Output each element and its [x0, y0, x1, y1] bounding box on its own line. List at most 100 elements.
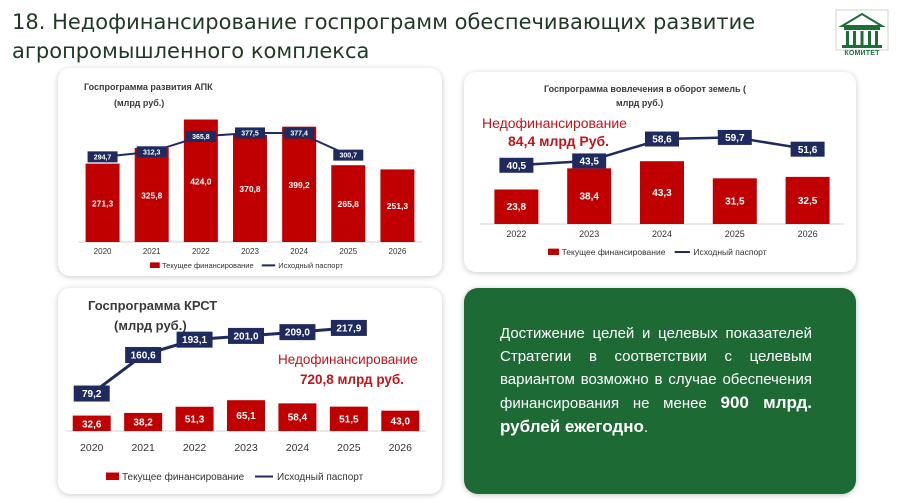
x-tick-label: 2024 — [286, 442, 310, 454]
x-tick-label: 2025 — [725, 229, 745, 239]
bar-value-label: 271,3 — [92, 198, 114, 208]
bar-value-label: 38,4 — [579, 192, 599, 203]
passport-value-label: 209,0 — [285, 328, 310, 339]
chart-subtitle: млрд руб.) — [616, 98, 663, 108]
x-tick-label: 2020 — [94, 247, 112, 256]
x-tick-label: 2022 — [183, 442, 207, 454]
x-tick-label: 2026 — [389, 442, 413, 454]
x-tick-label: 2022 — [506, 229, 526, 239]
passport-value-label: 58,6 — [652, 135, 672, 146]
bar-value-label: 43,3 — [652, 188, 672, 199]
passport-value-label: 377,4 — [290, 130, 308, 137]
passport-value-label: 294,7 — [94, 154, 112, 161]
bar — [329, 406, 368, 431]
x-tick-label: 2021 — [143, 247, 161, 256]
passport-value-box — [717, 129, 752, 145]
passport-value-label: 59,7 — [725, 133, 745, 144]
bar — [134, 147, 169, 242]
legend-bar-swatch — [150, 262, 160, 268]
passport-value-label: 51,6 — [798, 145, 818, 156]
bar — [494, 189, 539, 224]
slide-title: 18. Недофинансирование госпрограмм обесп… — [12, 10, 756, 63]
chart-card-land: Госпрограмма вовлечения в оборот земель … — [464, 72, 856, 272]
bar-value-label: 51,3 — [185, 414, 205, 425]
passport-value-box — [73, 385, 110, 402]
passport-value-box — [790, 141, 825, 157]
x-tick-label: 2026 — [798, 229, 818, 239]
legend-current-label: Текущее финансирование — [162, 261, 254, 270]
conclusion-highlight: 900 млрд. рублей ежегодно — [500, 393, 812, 436]
passport-value-box — [228, 327, 264, 344]
chart-apk: Госпрограмма развития АПК (млрд руб.) 271,… — [78, 82, 422, 270]
bar — [72, 415, 111, 431]
bar — [331, 165, 366, 242]
bar-value-label: 32,6 — [82, 420, 102, 431]
chart-card-apk: Госпрограмма развития АПК (млрд руб.) 271,… — [58, 68, 442, 276]
passport-value-label: 201,0 — [233, 332, 258, 343]
passport-value-box — [572, 153, 607, 169]
passport-value-box — [333, 149, 364, 161]
chart-krst: Госпрограмма КРСТ (млрд руб.) 32,6 2020 38,2… — [66, 298, 426, 483]
x-tick-label: 2021 — [131, 442, 155, 454]
bar — [278, 403, 317, 431]
bar — [85, 163, 120, 242]
bar-value-label: 424,0 — [190, 176, 212, 186]
x-tick-label: 2023 — [579, 229, 599, 239]
chart-card-krst: Госпрограмма КРСТ (млрд руб.) 32,6 2020 38,2… — [58, 288, 442, 494]
passport-value-label: 40,5 — [507, 161, 527, 172]
x-tick-label: 2023 — [241, 247, 259, 256]
x-tick-label: 2025 — [339, 247, 357, 256]
chart-subtitle: (млрд руб.) — [114, 318, 187, 333]
passport-value-box — [176, 331, 213, 348]
bar-value-label: 399,2 — [289, 180, 311, 190]
x-tick-label: 2020 — [80, 442, 104, 454]
passport-value-label: 300,7 — [340, 153, 358, 160]
bar-value-label: 51,5 — [339, 414, 359, 425]
passport-value-box — [330, 319, 367, 336]
bar-value-label: 31,5 — [725, 197, 745, 208]
bar — [381, 410, 420, 431]
x-tick-label: 2022 — [192, 247, 210, 256]
bar — [567, 168, 612, 224]
conclusion-body: Достижение целей и целевых показателей С… — [500, 325, 812, 412]
bar-value-label: 265,8 — [338, 199, 360, 209]
passport-value-label: 193,1 — [182, 335, 207, 346]
chart-land: Госпрограмма вовлечения в оборот земель … — [480, 84, 844, 257]
chart-title: Госпрограмма развития АПК — [84, 82, 213, 92]
bar-value-label: 43,0 — [391, 416, 411, 427]
passport-value-box — [284, 127, 315, 139]
passport-value-box — [185, 130, 216, 142]
conclusion-box — [464, 288, 856, 494]
passport-value-label: 312,3 — [143, 149, 161, 156]
bar — [640, 161, 684, 224]
underfunding-label: Недофинансирование — [278, 352, 418, 367]
legend-passport-label: Исходный паспорт — [693, 247, 766, 257]
logo-building-icon — [835, 9, 889, 51]
passport-value-label: 43,5 — [579, 157, 599, 168]
x-tick-label: 2025 — [337, 442, 361, 454]
passport-value-box — [136, 146, 167, 158]
bar-value-label: 58,4 — [288, 413, 308, 424]
conclusion-text: Достижение целей и целевых показателей С… — [500, 322, 812, 439]
passport-value-label: 377,5 — [241, 130, 259, 137]
passport-value-box — [87, 151, 118, 163]
bar-value-label: 251,3 — [387, 201, 409, 211]
chart-title: Госпрограмма КРСТ — [88, 298, 217, 313]
x-tick-label: 2024 — [290, 247, 308, 256]
passport-value-label: 365,8 — [192, 134, 210, 141]
chart-title: Госпрограмма вовлечения в оборот земель … — [544, 84, 746, 94]
passport-value-box — [499, 157, 534, 173]
passport-value-box — [279, 324, 316, 341]
bar-value-label: 370,8 — [239, 184, 261, 194]
passport-value-label: 160,6 — [131, 351, 156, 362]
bar-value-label: 325,8 — [141, 190, 163, 200]
bar-value-label: 38,2 — [133, 417, 153, 428]
conclusion-suffix: . — [643, 419, 649, 436]
passport-value-label: 217,9 — [336, 324, 361, 335]
legend-bar-swatch — [548, 248, 560, 255]
chart-subtitle: (млрд руб.) — [114, 98, 164, 108]
bar — [233, 134, 267, 242]
passport-value-box — [235, 127, 265, 139]
bar — [380, 169, 415, 242]
bar — [282, 126, 317, 242]
